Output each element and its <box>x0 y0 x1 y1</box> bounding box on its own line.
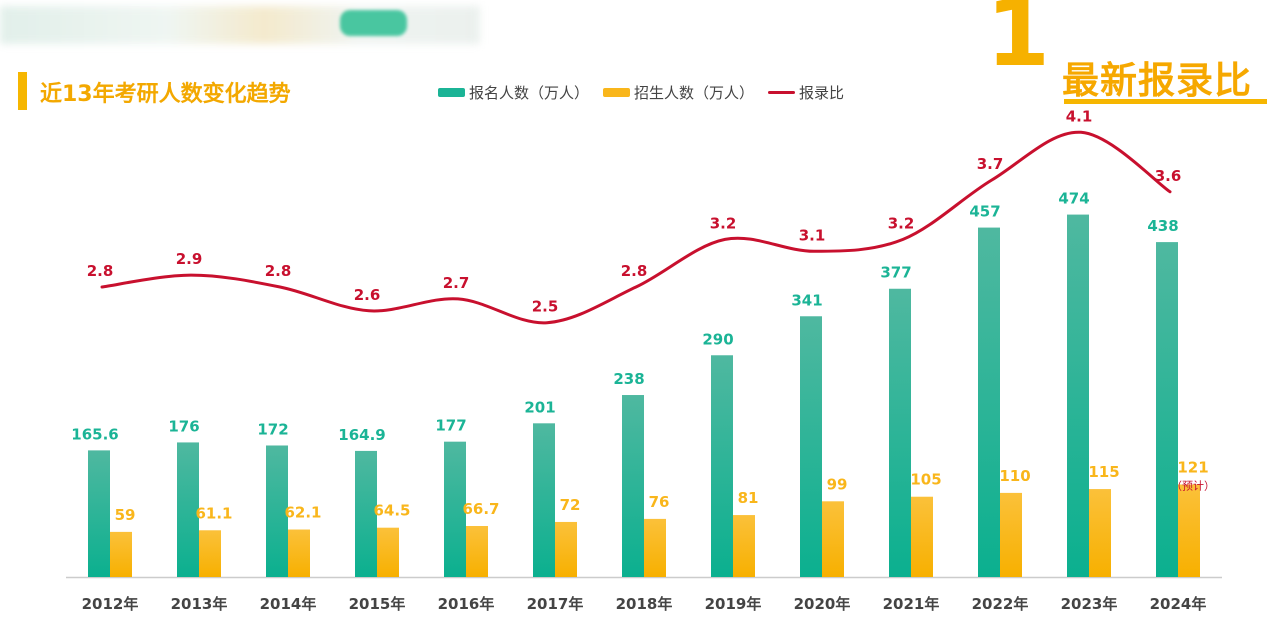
data-label-ratio: 3.7 <box>977 155 1004 173</box>
bar-applicants <box>978 227 1000 577</box>
x-tick-label: 2023年 <box>1061 595 1118 613</box>
legend-swatch-admitted <box>603 88 631 97</box>
x-tick-label: 2019年 <box>705 595 762 613</box>
data-label-ratio: 2.6 <box>354 286 381 304</box>
data-label-admitted: 76 <box>649 493 670 511</box>
data-label-applicants: 176 <box>168 417 199 435</box>
bar-admitted <box>822 501 844 577</box>
x-tick-label: 2018年 <box>616 595 673 613</box>
data-label-ratio: 3.2 <box>888 214 915 232</box>
title-accent-bar <box>18 72 27 110</box>
data-label-admitted: 105 <box>910 471 941 489</box>
bar-admitted <box>110 531 132 577</box>
bar-applicants <box>266 445 288 577</box>
data-label-ratio: 2.8 <box>87 262 114 280</box>
corner-title-underline <box>1064 99 1267 104</box>
bar-admitted <box>199 530 221 577</box>
bar-applicants <box>1156 242 1178 577</box>
data-label-admitted: 72 <box>560 496 581 514</box>
data-label-admitted: 81 <box>738 489 759 507</box>
x-tick-label: 2024年 <box>1150 595 1207 613</box>
bar-applicants <box>1067 214 1089 578</box>
x-tick-label: 2021年 <box>883 595 940 613</box>
data-label-applicants: 438 <box>1147 217 1178 235</box>
x-tick-label: 2017年 <box>527 595 584 613</box>
data-label-applicants: 164.9 <box>338 426 385 444</box>
legend-label-ratio: 报录比 <box>799 84 845 102</box>
bar-admitted <box>555 521 577 577</box>
x-tick-label: 2013年 <box>171 595 228 613</box>
ratio-line <box>100 130 1172 325</box>
data-label-applicants: 377 <box>880 264 911 282</box>
bar-admitted <box>911 496 933 577</box>
legend-label-admitted: 招生人数（万人） <box>634 84 755 102</box>
data-label-ratio: 4.1 <box>1066 107 1093 125</box>
bar-admitted <box>1178 484 1200 577</box>
x-tick-label: 2015年 <box>349 595 406 613</box>
bar-applicants <box>800 316 822 577</box>
data-label-applicants: 172 <box>257 420 288 438</box>
page-title: 近13年考研人数变化趋势 <box>40 82 291 107</box>
bar-applicants <box>88 450 110 577</box>
data-label-admitted: 121 <box>1177 458 1208 476</box>
data-label-admitted: 115 <box>1088 463 1119 481</box>
data-label-admitted: 64.5 <box>373 502 410 520</box>
bar-applicants <box>622 395 644 577</box>
bar-applicants <box>889 288 911 577</box>
annotation-forecast: （预计） <box>1171 479 1215 492</box>
data-label-ratio: 2.8 <box>621 262 648 280</box>
x-tick-label: 2022年 <box>972 595 1029 613</box>
bar-admitted <box>733 515 755 577</box>
data-label-applicants: 201 <box>524 398 555 416</box>
legend-item-ratio: 报录比 <box>768 82 844 103</box>
legend-item-applicants: 报名人数（万人） <box>438 82 589 103</box>
data-label-ratio: 2.9 <box>176 250 203 268</box>
blurred-banner-tag <box>340 10 408 36</box>
legend-item-admitted: 招生人数（万人） <box>603 82 754 103</box>
legend-line-ratio <box>768 91 796 94</box>
bar-applicants <box>711 355 733 577</box>
bar-admitted <box>644 518 666 577</box>
bar-admitted <box>1000 492 1022 577</box>
data-label-applicants: 341 <box>791 291 822 309</box>
data-label-ratio: 2.5 <box>532 298 559 316</box>
chart-legend: 报名人数（万人） 招生人数（万人） 报录比 <box>438 82 844 103</box>
x-tick-label: 2012年 <box>82 595 139 613</box>
bar-applicants <box>355 450 377 577</box>
data-label-applicants: 474 <box>1058 190 1089 208</box>
data-label-ratio: 3.2 <box>710 214 737 232</box>
bar-applicants <box>444 441 466 577</box>
data-label-admitted: 62.1 <box>284 504 321 522</box>
x-tick-label: 2014年 <box>260 595 317 613</box>
legend-swatch-applicants <box>438 88 465 97</box>
legend-label-applicants: 报名人数（万人） <box>469 84 590 102</box>
corner-title: 最新报录比 <box>1062 59 1252 102</box>
bar-applicants <box>177 442 199 577</box>
data-label-ratio: 2.8 <box>265 262 292 280</box>
bar-admitted <box>288 529 310 577</box>
data-label-applicants: 457 <box>969 203 1000 221</box>
data-label-admitted: 99 <box>827 475 848 493</box>
x-tick-label: 2016年 <box>438 595 495 613</box>
data-label-ratio: 3.6 <box>1155 167 1182 185</box>
data-label-applicants: 290 <box>702 330 733 348</box>
data-label-admitted: 59 <box>115 506 136 524</box>
data-label-admitted: 66.7 <box>462 500 499 518</box>
bar-admitted <box>466 526 488 577</box>
bar-admitted <box>1089 489 1111 577</box>
data-label-admitted: 110 <box>999 467 1030 485</box>
data-label-ratio: 2.7 <box>443 274 470 292</box>
bar-admitted <box>377 527 399 577</box>
data-label-applicants: 177 <box>435 417 466 435</box>
data-label-applicants: 238 <box>613 370 644 388</box>
bar-applicants <box>533 423 555 577</box>
x-tick-label: 2020年 <box>794 595 851 613</box>
data-label-admitted: 61.1 <box>195 504 232 522</box>
data-label-ratio: 3.1 <box>799 226 826 244</box>
data-label-applicants: 165.6 <box>71 425 118 443</box>
corner-number: 1 <box>986 0 1051 87</box>
